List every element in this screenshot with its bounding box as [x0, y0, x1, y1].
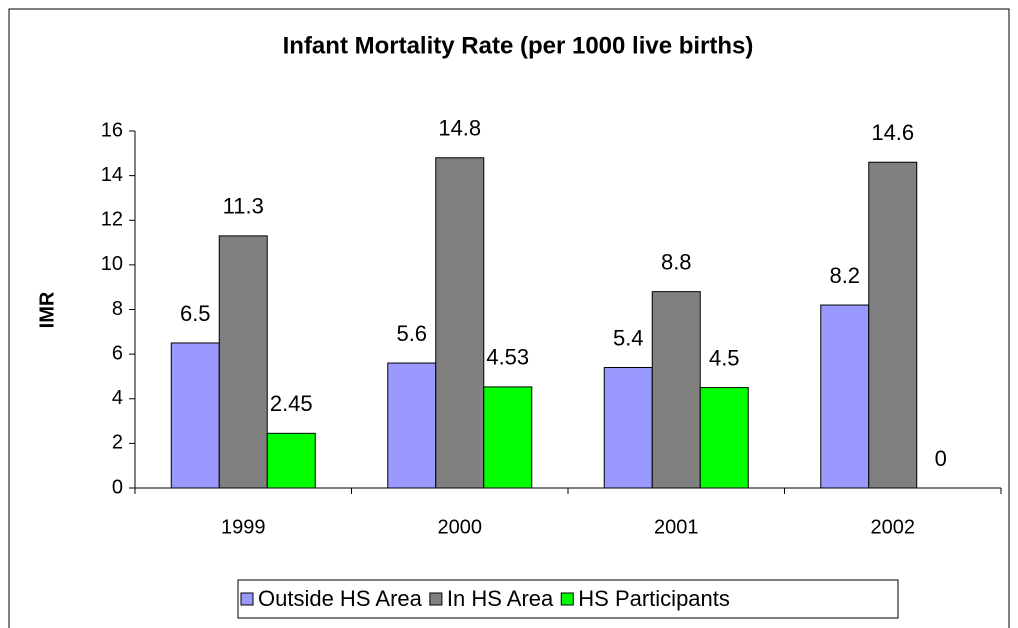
- y-tick-label: 12: [101, 209, 123, 231]
- y-tick-label: 6: [112, 342, 123, 364]
- data-label: 8.2: [829, 263, 860, 288]
- bar: [218, 235, 268, 489]
- bar: [387, 362, 437, 489]
- data-label: 5.6: [396, 321, 427, 346]
- data-label: 14.6: [871, 120, 914, 145]
- bar: [603, 367, 653, 489]
- y-tick-label: 4: [112, 387, 123, 409]
- legend-label: In HS Area: [447, 586, 554, 611]
- data-label: 11.3: [223, 194, 264, 219]
- data-label: 14.8: [438, 116, 481, 141]
- bar: [868, 161, 918, 489]
- legend-swatch: [240, 592, 254, 606]
- legend-label: Outside HS Area: [258, 586, 423, 611]
- data-label: 0: [935, 446, 947, 471]
- legend-swatch: [560, 592, 574, 606]
- bar: [651, 291, 701, 489]
- bar: [483, 386, 533, 489]
- data-label: 8.8: [661, 249, 692, 274]
- y-tick-label: 14: [101, 164, 123, 186]
- chart-title: Infant Mortality Rate (per 1000 live bir…: [283, 32, 754, 59]
- data-label: 2.45: [270, 391, 313, 416]
- bar: [699, 387, 749, 489]
- bar: [266, 432, 316, 489]
- data-label: 6.5: [180, 301, 211, 326]
- legend-swatch: [429, 592, 443, 606]
- bar: [435, 157, 485, 489]
- bar: [820, 304, 870, 489]
- y-tick-label: 16: [101, 119, 123, 141]
- y-axis-label: IMR: [36, 291, 58, 328]
- x-tick-label: 2000: [438, 516, 483, 538]
- y-tick-label: 0: [112, 476, 123, 498]
- data-label: 4.53: [486, 345, 529, 370]
- data-label: 4.5: [709, 345, 740, 370]
- legend-label: HS Participants: [578, 586, 730, 611]
- x-tick-label: 1999: [221, 516, 266, 538]
- y-tick-label: 2: [112, 432, 123, 454]
- y-tick-label: 10: [101, 253, 123, 275]
- y-tick-label: 8: [112, 298, 123, 320]
- x-tick-label: 2001: [654, 516, 699, 538]
- data-label: 5.4: [613, 325, 644, 350]
- bar: [170, 342, 220, 489]
- x-tick-label: 2002: [871, 516, 916, 538]
